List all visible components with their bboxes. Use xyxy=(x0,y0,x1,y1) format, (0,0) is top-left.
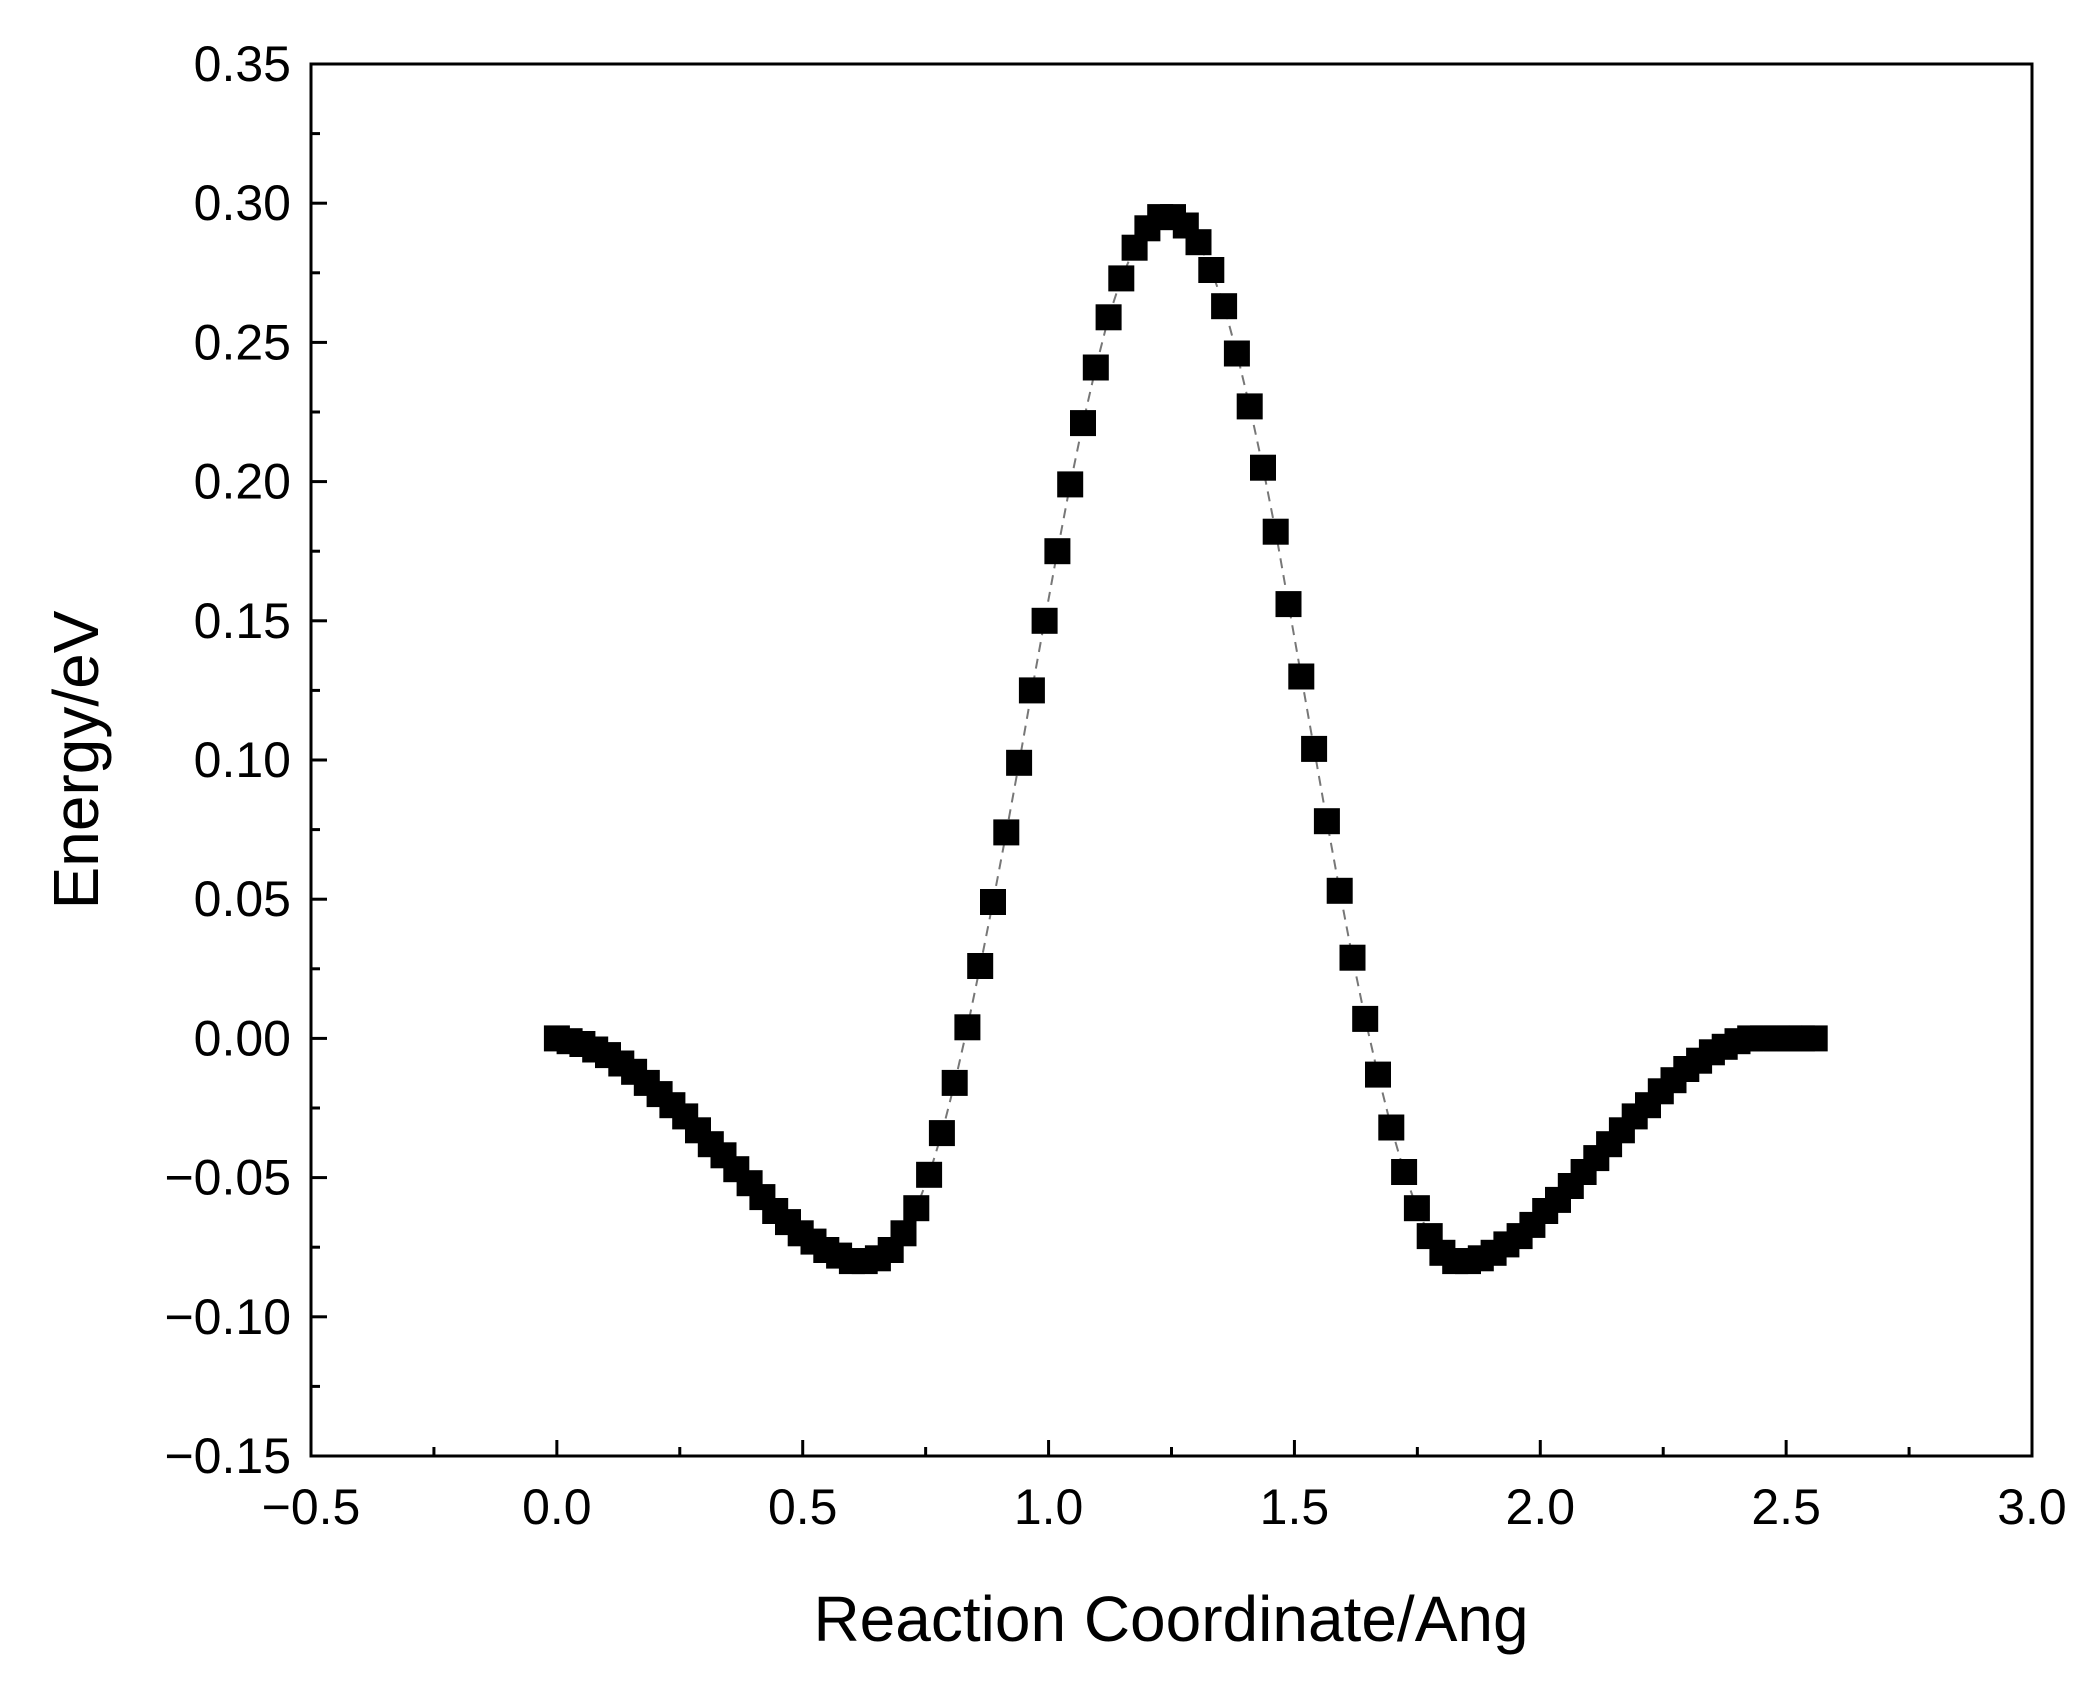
data-point xyxy=(1250,454,1276,481)
data-point xyxy=(1070,410,1096,437)
data-point xyxy=(1313,808,1340,835)
y-tick-label: 0.00 xyxy=(194,1010,291,1066)
data-point xyxy=(1301,735,1328,762)
data-point xyxy=(1365,1061,1391,1088)
data-point xyxy=(1223,340,1250,367)
data-point xyxy=(1236,393,1263,420)
y-tick-label: 0.35 xyxy=(194,36,291,92)
x-axis-ticks xyxy=(309,1440,2034,1456)
data-point xyxy=(1391,1159,1418,1185)
data-point xyxy=(980,889,1006,915)
data-point xyxy=(967,953,994,979)
x-tick-label: −0.5 xyxy=(262,1479,361,1535)
plot-frame xyxy=(309,62,2034,1458)
data-point xyxy=(1057,471,1084,498)
data-point xyxy=(1801,1025,1828,1052)
data-point xyxy=(1211,293,1238,320)
data-point xyxy=(1352,1005,1379,1032)
x-tick-label: 2.5 xyxy=(1751,1479,1821,1535)
data-point xyxy=(1288,663,1315,690)
x-tick-label: 0.5 xyxy=(768,1479,838,1535)
y-axis-ticks xyxy=(311,62,327,1458)
data-point xyxy=(928,1120,955,1147)
y-tick-label: 0.25 xyxy=(194,314,291,370)
y-axis-tick-labels: −0.15 −0.10 −0.05 0.00 0.05 0.10 0.15 0.20 0.25 0… xyxy=(164,36,291,1484)
y-tick-label: −0.15 xyxy=(164,1428,291,1484)
data-point xyxy=(1262,518,1289,545)
x-tick-label: 2.0 xyxy=(1506,1479,1576,1535)
data-point xyxy=(1275,591,1302,618)
data-point xyxy=(1378,1114,1405,1141)
y-axis-title: Energy/eV xyxy=(40,610,112,909)
y-tick-label: −0.10 xyxy=(164,1289,291,1345)
data-point xyxy=(1006,749,1033,776)
y-tick-label: 0.20 xyxy=(194,454,291,510)
data-point xyxy=(1082,354,1109,381)
data-point xyxy=(1018,677,1045,704)
data-point xyxy=(1031,607,1058,634)
data-point xyxy=(1326,877,1353,904)
data-point xyxy=(1198,257,1225,283)
x-axis-title: Reaction Coordinate/Ang xyxy=(813,1583,1528,1655)
data-point xyxy=(1044,538,1071,565)
data-point xyxy=(1108,265,1135,292)
data-point xyxy=(941,1069,968,1096)
x-tick-label: 3.0 xyxy=(1997,1479,2067,1535)
data-point xyxy=(916,1161,943,1188)
data-point xyxy=(903,1195,930,1222)
y-tick-label: 0.30 xyxy=(194,175,291,231)
data-point xyxy=(1339,944,1366,971)
y-tick-label: 0.10 xyxy=(194,732,291,788)
x-tick-label: 1.5 xyxy=(1260,1479,1330,1535)
data-point xyxy=(954,1014,981,1041)
y-tick-label: 0.05 xyxy=(194,871,291,927)
x-tick-label: 1.0 xyxy=(1014,1479,1084,1535)
x-tick-label: 0.0 xyxy=(522,1479,592,1535)
x-axis-tick-labels: −0.5 0.0 0.5 1.0 1.5 2.0 2.5 3.0 xyxy=(262,1479,2067,1535)
y-tick-label: 0.15 xyxy=(194,593,291,649)
data-point xyxy=(1095,304,1122,331)
data-point xyxy=(1403,1195,1430,1222)
data-point xyxy=(993,819,1020,846)
data-series xyxy=(543,204,1828,1275)
y-tick-label: −0.05 xyxy=(164,1150,291,1206)
data-point xyxy=(1185,229,1212,256)
data-point xyxy=(890,1220,917,1247)
